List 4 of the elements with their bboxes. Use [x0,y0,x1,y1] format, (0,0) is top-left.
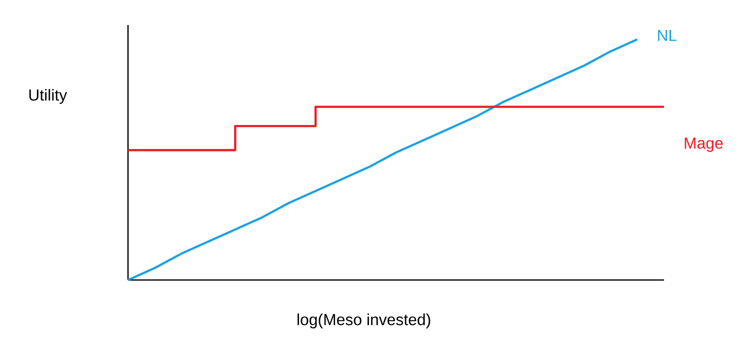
x-axis-title: log(Meso invested) [298,314,430,328]
text: Mage [684,138,723,152]
y-axis-title: Utility [29,88,68,104]
series-label: NL [658,30,677,41]
